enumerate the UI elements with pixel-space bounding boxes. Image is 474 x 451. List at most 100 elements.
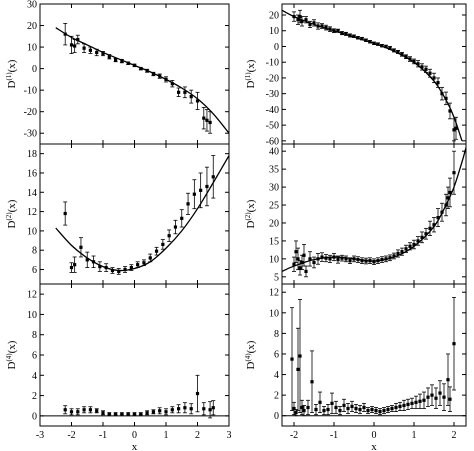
data-point bbox=[95, 50, 99, 55]
data-point bbox=[114, 58, 118, 62]
y-tick-label: 10 bbox=[269, 254, 279, 265]
data-point bbox=[88, 408, 92, 412]
data-point bbox=[326, 407, 330, 412]
data-point bbox=[452, 171, 456, 175]
data-point bbox=[302, 253, 306, 257]
data-point bbox=[334, 405, 338, 410]
data-layer bbox=[55, 22, 229, 134]
data-point bbox=[73, 44, 77, 48]
data-point bbox=[208, 120, 212, 125]
x-axis-title: x bbox=[371, 441, 377, 451]
data-point bbox=[398, 404, 402, 409]
data-point bbox=[410, 401, 414, 405]
y-tick-label: 8 bbox=[32, 246, 37, 257]
panel-left-top: -30 -20 -10 0 10 20 30 D(1)(x) bbox=[5, 0, 230, 145]
y-axis-title-argument: (x) bbox=[6, 59, 18, 72]
y-tick-label: 6 bbox=[32, 351, 37, 362]
data-point bbox=[107, 55, 111, 59]
data-point bbox=[432, 76, 436, 80]
data-point bbox=[414, 400, 418, 404]
x-tick-label: 3 bbox=[227, 430, 232, 441]
panel-right-top: -60 -50 -40 -30 -20 -10 0 10 20 D(1)(x) bbox=[244, 3, 467, 147]
data-point bbox=[298, 354, 302, 358]
data-point bbox=[336, 29, 340, 33]
data-point bbox=[177, 90, 181, 94]
data-point bbox=[336, 257, 340, 262]
y-tick-label: 20 bbox=[269, 11, 279, 22]
data-point bbox=[69, 43, 74, 47]
data-point bbox=[404, 247, 408, 251]
data-point bbox=[340, 256, 344, 260]
data-point bbox=[394, 405, 398, 410]
data-point bbox=[446, 378, 450, 382]
x-tick-label: -2 bbox=[290, 430, 298, 441]
data-point bbox=[296, 18, 300, 22]
data-point bbox=[448, 397, 452, 401]
data-point bbox=[408, 57, 412, 61]
data-point bbox=[145, 411, 149, 415]
data-point bbox=[192, 192, 196, 196]
data-point bbox=[420, 65, 424, 69]
x-tick-label: 1 bbox=[412, 430, 417, 441]
y-tick-label: 10 bbox=[269, 26, 279, 37]
data-point bbox=[378, 409, 382, 414]
data-point bbox=[364, 38, 368, 42]
y-tick-label: 15 bbox=[269, 236, 279, 247]
y-tick-label: 16 bbox=[27, 168, 37, 179]
data-point bbox=[390, 406, 394, 411]
data-point bbox=[454, 126, 458, 130]
data-point bbox=[211, 175, 215, 179]
data-point bbox=[332, 255, 336, 259]
y-tick-label: 40 bbox=[269, 147, 279, 158]
data-point bbox=[382, 408, 386, 413]
y-axis-title: D(2)(x) bbox=[5, 199, 18, 228]
data-point bbox=[158, 409, 162, 413]
data-point bbox=[412, 242, 416, 247]
data-point bbox=[183, 406, 187, 410]
data-point bbox=[388, 256, 392, 260]
data-point bbox=[73, 263, 77, 267]
y-tick-label: 5 bbox=[274, 272, 279, 283]
data-point bbox=[340, 31, 344, 35]
data-point bbox=[120, 59, 124, 63]
data-point bbox=[312, 260, 316, 265]
data-point bbox=[69, 265, 74, 270]
x-tick-label: -1 bbox=[99, 430, 107, 441]
data-point bbox=[436, 215, 440, 220]
data-point bbox=[296, 257, 300, 261]
x-tick-label: -1 bbox=[330, 430, 338, 441]
y-axis-title-argument: (x) bbox=[6, 340, 18, 353]
y-tick-label: 14 bbox=[27, 188, 37, 199]
y-axis-title-superscript: (4) bbox=[5, 353, 13, 362]
y-axis-title: D(4)(x) bbox=[244, 340, 257, 369]
data-point bbox=[186, 202, 190, 206]
data-point bbox=[202, 116, 206, 120]
data-point bbox=[205, 184, 209, 189]
x-tick-label: 1 bbox=[164, 430, 169, 441]
y-axis-title-main: D bbox=[245, 220, 257, 228]
data-point bbox=[98, 265, 102, 269]
data-point bbox=[76, 410, 80, 414]
data-point bbox=[416, 239, 420, 243]
y-tick-label: 4 bbox=[274, 370, 279, 381]
y-tick-label: 6 bbox=[32, 265, 37, 276]
plot-frame bbox=[281, 283, 467, 427]
data-point bbox=[304, 269, 308, 274]
y-axis-title: D(4)(x) bbox=[5, 340, 18, 369]
data-point bbox=[418, 399, 422, 403]
data-point bbox=[306, 405, 310, 410]
data-point bbox=[396, 50, 400, 54]
y-axis-title-superscript: (1) bbox=[244, 72, 252, 81]
data-point bbox=[346, 406, 350, 411]
data-point bbox=[300, 405, 304, 410]
data-point bbox=[430, 393, 434, 397]
data-point bbox=[139, 67, 143, 71]
data-point bbox=[370, 407, 374, 412]
data-point bbox=[180, 216, 184, 220]
y-tick-label: 10 bbox=[269, 308, 279, 319]
y-tick-label: 12 bbox=[269, 288, 279, 299]
data-point bbox=[308, 22, 312, 27]
data-point bbox=[330, 401, 334, 405]
